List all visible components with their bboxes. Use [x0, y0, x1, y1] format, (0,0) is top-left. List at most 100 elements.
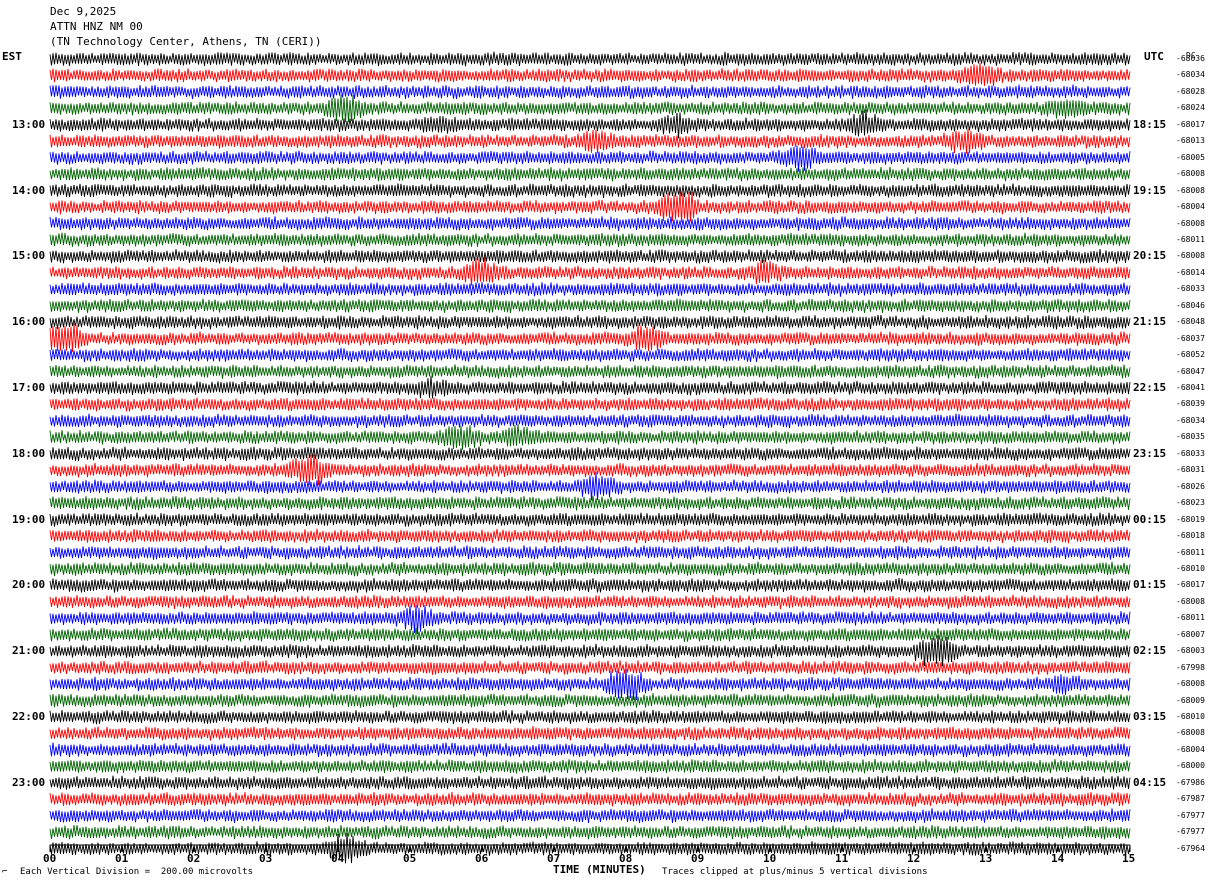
trace-line	[49, 397, 1131, 412]
dc-offset-value: -68037	[1176, 333, 1205, 343]
trace-line	[49, 216, 1131, 231]
dc-offset-value: -68008	[1176, 218, 1205, 228]
trace-line	[49, 594, 1131, 610]
dc-offset-value: -68008	[1176, 679, 1205, 689]
trace-line	[49, 94, 1131, 123]
trace-line	[49, 109, 1131, 139]
trace-line	[49, 808, 1131, 824]
dc-offset-value: -68008	[1176, 251, 1205, 261]
dc-offset-value: -68036	[1176, 54, 1205, 63]
right-hour-label: 22:15	[1133, 381, 1167, 394]
trace-line	[49, 84, 1131, 100]
trace-line	[49, 145, 1131, 172]
dc-offset-value: -68004	[1176, 744, 1205, 754]
right-hour-label: 03:15	[1133, 710, 1167, 723]
trace-line	[49, 833, 1131, 864]
trace-line	[49, 454, 1131, 486]
vertical-division-note: Each Vertical Division = 200.00 microvol…	[20, 867, 253, 877]
trace-line	[49, 298, 1131, 314]
x-tick-label: 10	[763, 852, 777, 865]
x-tick-label: 05	[403, 852, 417, 865]
x-tick-label: 11	[835, 852, 849, 865]
dc-offset-value: -67977	[1176, 827, 1205, 837]
dc-offset-value: -68047	[1176, 366, 1205, 376]
dc-offset-value: -68011	[1176, 547, 1205, 557]
dc-offset-value: -68033	[1176, 448, 1205, 458]
trace-line	[49, 51, 1131, 67]
trace-line	[49, 528, 1131, 544]
x-tick-label: 06	[475, 852, 489, 865]
dc-offset-value: -67964	[1176, 843, 1205, 853]
x-tick-label: 00	[43, 852, 57, 865]
right-hour-label: 21:15	[1133, 315, 1167, 329]
trace-line	[49, 495, 1131, 511]
right-hour-label: 18:15	[1133, 117, 1167, 131]
dc-offset-value: -68034	[1176, 70, 1205, 80]
dc-offset-value: -68017	[1176, 580, 1205, 590]
dc-offset-value: -68034	[1176, 415, 1205, 425]
dc-offset-value: -68011	[1176, 613, 1205, 623]
dc-offset-value: -68052	[1176, 350, 1205, 360]
clip-note: Traces clipped at plus/minus 5 vertical …	[662, 867, 928, 877]
left-hour-label: 14:00	[12, 183, 46, 197]
trace-line	[49, 257, 1131, 286]
dc-offset-value: -68033	[1176, 284, 1205, 294]
trace-line	[49, 709, 1131, 725]
dc-label: DC	[1186, 51, 1196, 60]
dc-offset-value: -68003	[1176, 646, 1205, 656]
dc-offset-value: -68023	[1176, 498, 1205, 508]
dc-offset-value: -67986	[1176, 777, 1205, 787]
dc-offset-value: -68008	[1176, 596, 1205, 606]
trace-line	[49, 232, 1131, 248]
dc-offset-value: -68024	[1176, 103, 1205, 113]
trace-line	[49, 825, 1131, 840]
trace-line	[49, 166, 1131, 182]
dc-offset-value: -68046	[1176, 300, 1205, 310]
trace-line	[49, 561, 1131, 577]
trace-line	[49, 669, 1131, 701]
dc-offset-value: -68039	[1176, 399, 1205, 409]
trace-line	[49, 249, 1131, 264]
trace-line	[49, 364, 1131, 379]
right-hour-label: 04:15	[1133, 775, 1167, 789]
right-hour-label: 00:15	[1133, 512, 1167, 526]
x-tick-label: 07	[547, 852, 561, 865]
left-hour-label: 22:00	[12, 710, 46, 723]
left-hour-label: 20:00	[12, 578, 46, 592]
dc-offset-value: -68008	[1176, 169, 1205, 179]
dc-offset-value: -68005	[1176, 152, 1205, 162]
right-axis-title: UTC	[1144, 50, 1164, 63]
x-tick-label: 12	[907, 852, 921, 865]
dc-offset-value: -67977	[1176, 810, 1205, 820]
dc-offset-value: -68028	[1176, 86, 1205, 96]
trace-line	[49, 375, 1131, 399]
left-hour-label: 19:00	[12, 512, 46, 526]
right-hour-label: 01:15	[1133, 578, 1167, 592]
trace-line	[49, 472, 1131, 501]
x-tick-label: 14	[1051, 852, 1065, 865]
time-axis	[49, 844, 1131, 852]
header-date: Dec 9,2025	[50, 5, 117, 18]
dc-offset-value: -68018	[1176, 531, 1205, 541]
dc-offset-value: -68011	[1176, 234, 1205, 244]
trace-line	[49, 62, 1131, 87]
trace-line	[49, 545, 1131, 560]
dc-offset-value: -67987	[1176, 794, 1205, 804]
dc-offset-value: -68031	[1176, 465, 1205, 475]
dc-offset-value: -68009	[1176, 695, 1205, 705]
left-hour-label: 21:00	[12, 644, 46, 658]
left-hour-label: 18:00	[12, 446, 46, 460]
dc-offset-value: -68014	[1176, 267, 1205, 277]
trace-line	[49, 577, 1131, 593]
x-tick-label: 13	[979, 852, 993, 865]
x-tick-label: 15	[1122, 852, 1136, 865]
left-hour-label: 17:00	[12, 381, 46, 394]
trace-group	[49, 51, 1131, 864]
dc-offset-value: -68007	[1176, 629, 1205, 639]
dc-offset-value: -68026	[1176, 481, 1205, 491]
trace-line	[49, 605, 1131, 635]
x-tick-label: 08	[619, 852, 633, 865]
scale-icon: ⌐	[2, 867, 8, 877]
trace-line	[49, 660, 1131, 675]
